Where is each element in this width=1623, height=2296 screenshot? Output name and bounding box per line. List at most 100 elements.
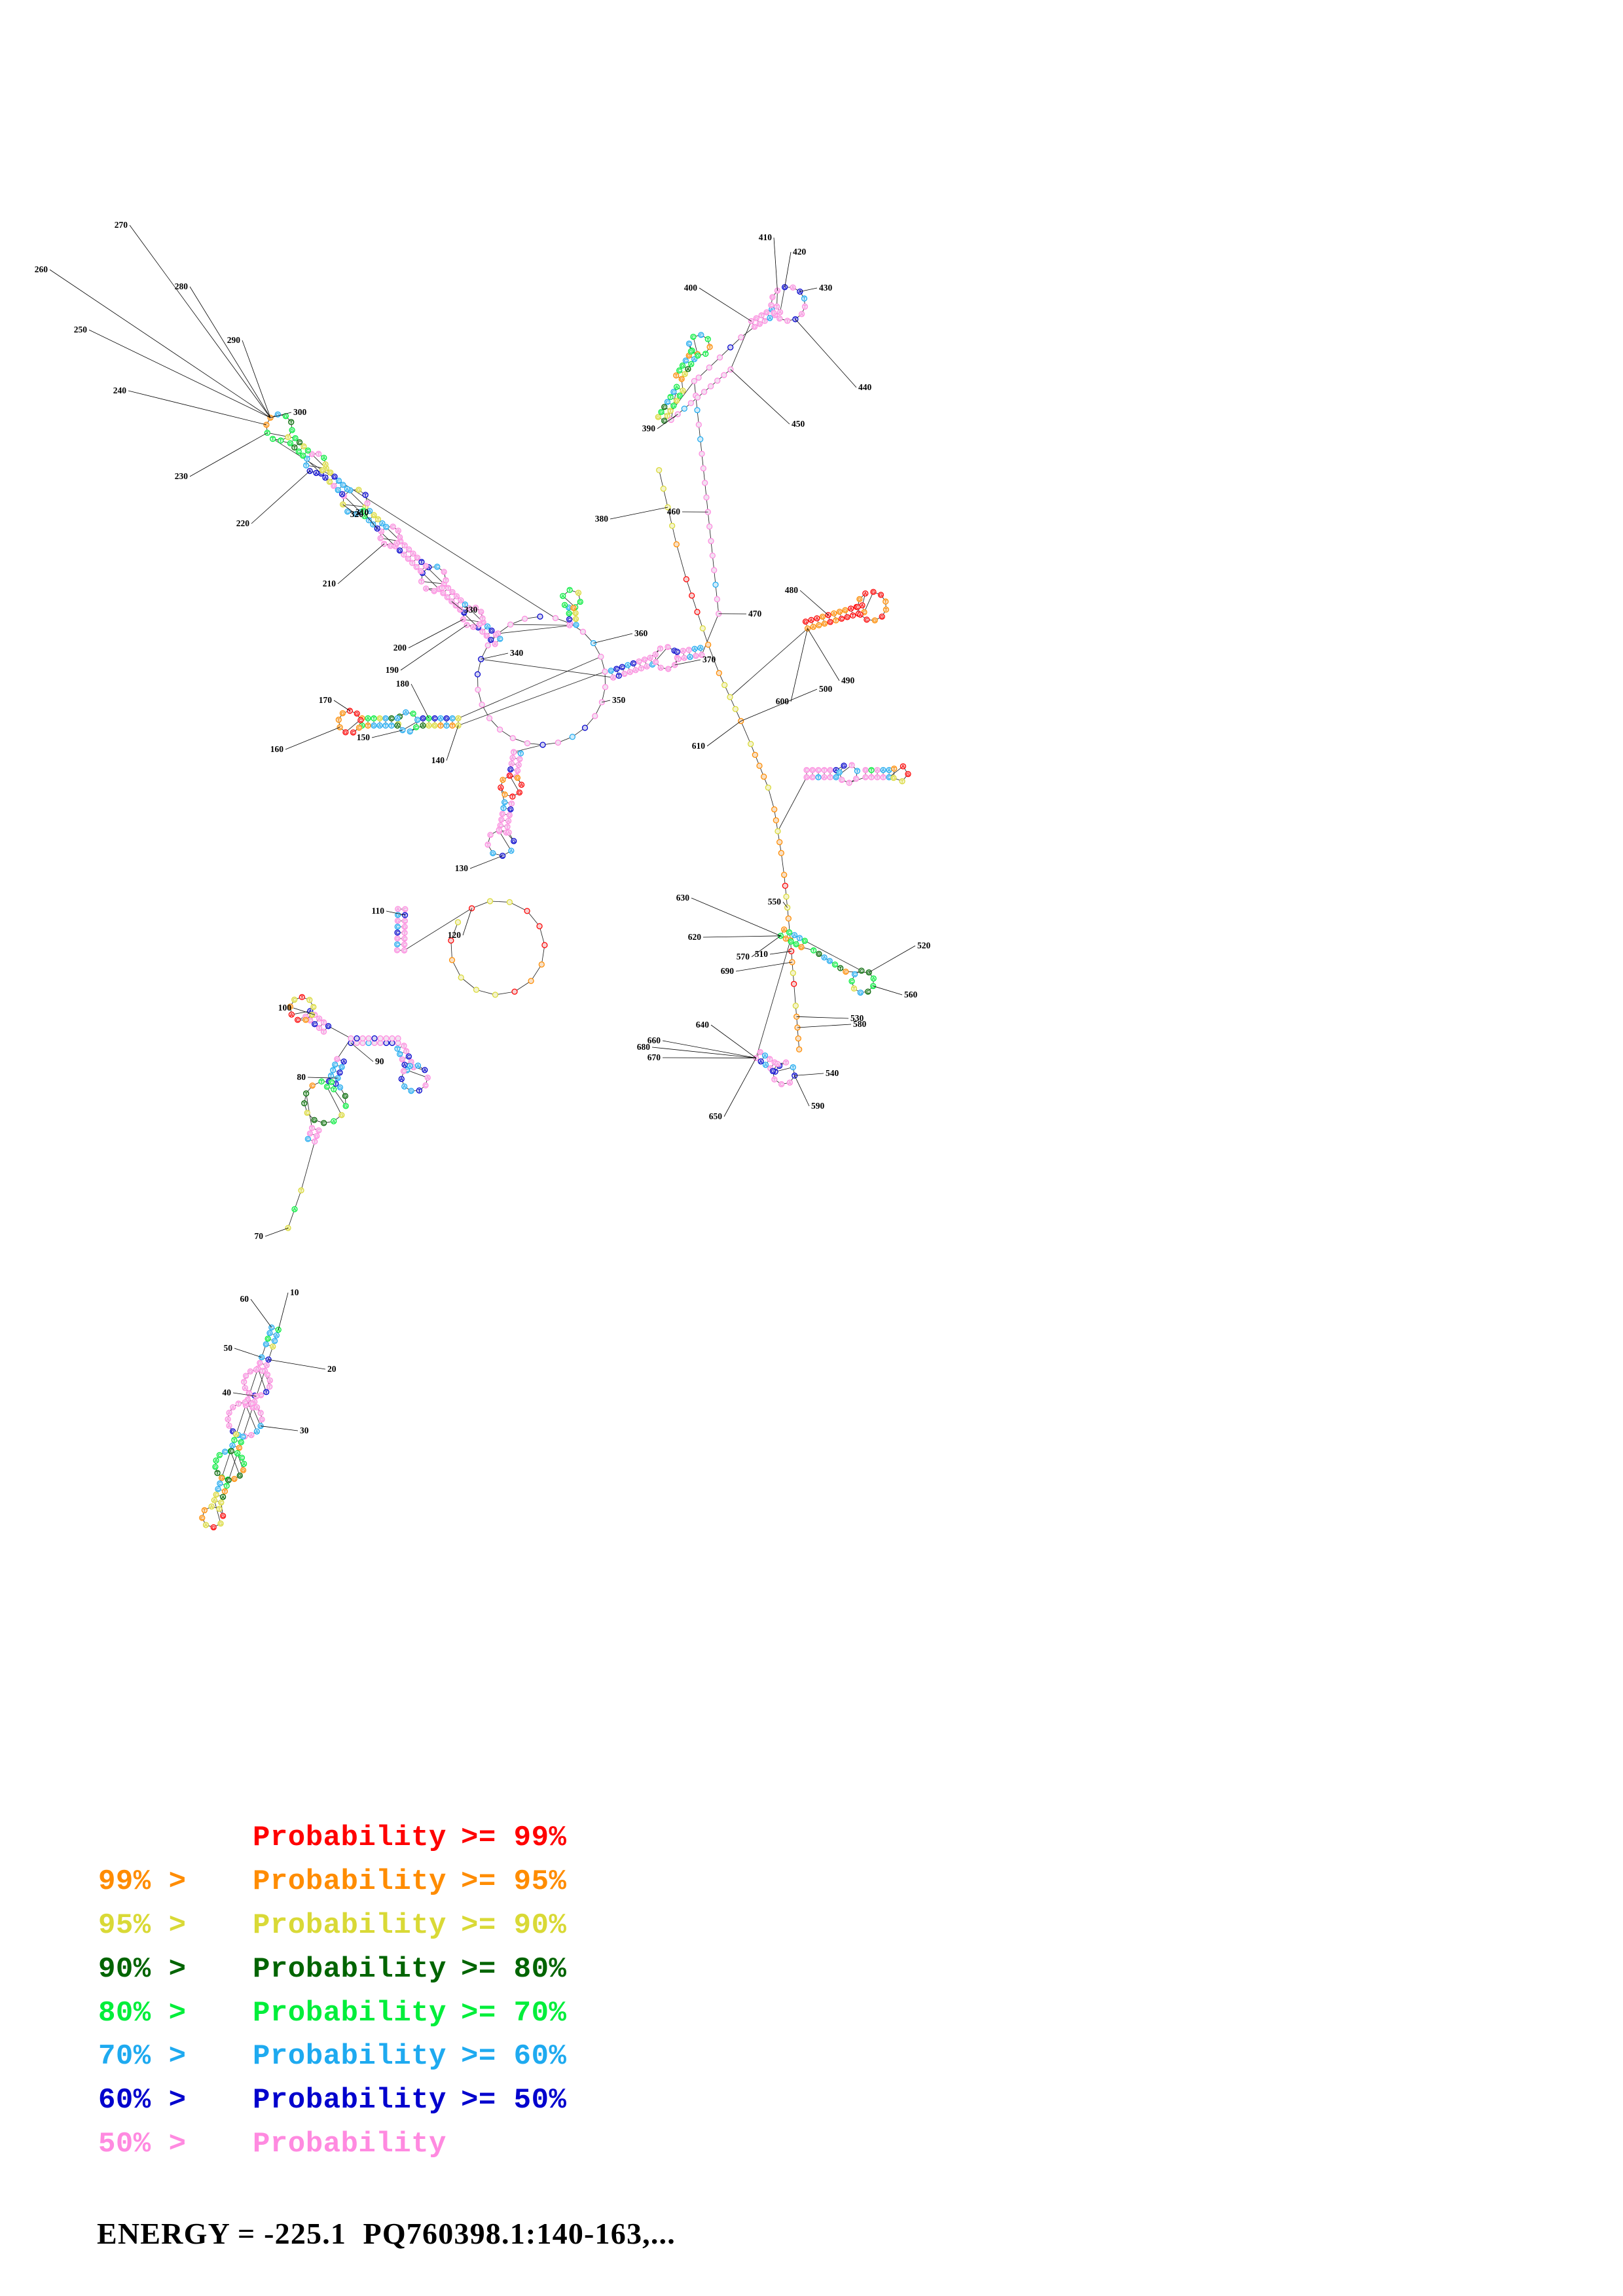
nucleotide-circle bbox=[664, 412, 671, 419]
nucleotide-letter: T bbox=[486, 842, 490, 848]
nucleotide-letter: T bbox=[760, 312, 763, 318]
legend-row-below50: 50% > Probability bbox=[98, 2123, 949, 2166]
nucleotide-circle bbox=[608, 668, 614, 674]
nucleotide-letter: G bbox=[427, 715, 431, 721]
nucleotide-circle bbox=[441, 569, 447, 575]
nucleotide-letter: A bbox=[231, 1405, 235, 1410]
nucleotide-circle bbox=[848, 605, 854, 612]
nucleotide-letter: T bbox=[451, 723, 454, 728]
nucleotide-letter: A bbox=[244, 1385, 247, 1391]
nucleotide-circle bbox=[753, 315, 759, 321]
position-label: 630 bbox=[676, 893, 690, 903]
nucleotide-circle bbox=[371, 1035, 378, 1042]
legend-right-bound: >= 99% bbox=[460, 1821, 567, 1854]
position-label: 600 bbox=[776, 696, 790, 706]
position-label: 250 bbox=[74, 325, 88, 334]
nucleotide-letter: G bbox=[213, 1464, 217, 1470]
nucleotide-letter: G bbox=[804, 619, 808, 624]
nucleotide-circle bbox=[291, 1206, 298, 1213]
nucleotide-letter: G bbox=[336, 487, 340, 493]
position-label: 450 bbox=[792, 419, 805, 429]
nucleotide-circle bbox=[357, 717, 364, 724]
nucleotide-letter: C bbox=[663, 404, 666, 410]
nucleotide-letter: G bbox=[357, 487, 361, 493]
position-leader-line bbox=[49, 269, 271, 418]
position-label: 50 bbox=[224, 1343, 233, 1353]
nucleotide-letter: T bbox=[803, 304, 807, 310]
nucleotide-circle bbox=[443, 715, 450, 722]
nucleotide-letter: A bbox=[826, 612, 830, 618]
nucleotide-letter: G bbox=[481, 620, 485, 626]
nucleotide-circle bbox=[694, 609, 701, 615]
nucleotide-letter: G bbox=[509, 766, 513, 772]
position-label: 690 bbox=[721, 966, 735, 976]
position-leader-line bbox=[88, 329, 271, 418]
nucleotide-letter: C bbox=[230, 1448, 234, 1454]
position-leader-line bbox=[307, 1077, 338, 1079]
nucleotide-letter: G bbox=[772, 310, 776, 316]
nucleotide-circle bbox=[216, 1505, 223, 1512]
nucleotide-circle bbox=[757, 1049, 763, 1056]
nucleotide-circle bbox=[289, 427, 295, 433]
nucleotide-circle bbox=[821, 766, 828, 774]
nucleotide-circle bbox=[625, 662, 631, 668]
nucleotide-letter: C bbox=[401, 727, 405, 733]
nucleotide-letter: T bbox=[447, 585, 450, 591]
nucleotide-letter: T bbox=[304, 463, 308, 469]
nucleotide-letter: C bbox=[255, 1393, 259, 1399]
nucleotide-circle bbox=[296, 439, 303, 446]
nucleotide-letter: A bbox=[689, 361, 693, 367]
nucleotide-letter: A bbox=[486, 624, 490, 630]
nucleotide-circle bbox=[781, 872, 788, 878]
nucleotide-circle bbox=[758, 312, 765, 319]
nucleotide-letter: C bbox=[241, 1434, 245, 1440]
nucleotide-letter: C bbox=[637, 658, 641, 664]
nucleotide-letter: T bbox=[264, 1390, 268, 1395]
nucleotide-circle bbox=[259, 1416, 265, 1423]
nucleotide-circle bbox=[854, 768, 860, 774]
nucleotide-circle bbox=[387, 543, 394, 549]
nucleotide-letter: G bbox=[251, 1405, 255, 1410]
nucleotide-letter: G bbox=[221, 1513, 225, 1519]
nucleotide-circle bbox=[214, 1469, 221, 1477]
nucleotide-letter: A bbox=[403, 1062, 407, 1068]
nucleotide-circle bbox=[507, 766, 514, 773]
nucleotide-circle bbox=[668, 416, 674, 423]
nucleotide-circle bbox=[767, 1056, 773, 1062]
nucleotide-circle bbox=[848, 978, 855, 984]
nucleotide-letter: T bbox=[775, 304, 778, 310]
nucleotide-circle bbox=[524, 740, 531, 747]
position-label: 460 bbox=[667, 507, 681, 516]
nucleotide-letter: G bbox=[799, 944, 803, 950]
nucleotide-circle bbox=[271, 1338, 278, 1344]
nucleotide-circle bbox=[225, 1416, 231, 1423]
nucleotide-circle bbox=[782, 1059, 790, 1066]
nucleotide-letter: G bbox=[659, 409, 663, 415]
nucleotide-letter: G bbox=[681, 363, 685, 368]
nucleotide-letter: C bbox=[384, 524, 388, 530]
nucleotide-letter: C bbox=[458, 607, 462, 613]
nucleotide-letter: A bbox=[507, 830, 511, 836]
nucleotide-letter: G bbox=[516, 768, 520, 774]
nucleotide-circle bbox=[756, 762, 763, 769]
nucleotide-circle bbox=[592, 713, 598, 719]
nucleotide-circle bbox=[700, 465, 706, 472]
nucleotide-letter: G bbox=[284, 413, 288, 419]
nucleotide-circle bbox=[708, 538, 714, 545]
nucleotide-letter: A bbox=[800, 312, 804, 317]
nucleotide-circle bbox=[359, 1035, 366, 1042]
nucleotide-circle bbox=[850, 985, 858, 992]
nucleotide-letter: A bbox=[368, 508, 372, 514]
nucleotide-letter: T bbox=[441, 585, 444, 591]
nucleotide-letter: A bbox=[227, 1423, 231, 1429]
nucleotide-letter: T bbox=[829, 774, 832, 780]
nucleotide-letter: A bbox=[849, 606, 853, 612]
nucleotide-circle bbox=[680, 387, 686, 394]
nucleotide-letter: C bbox=[687, 341, 691, 347]
nucleotide-circle bbox=[383, 1035, 390, 1042]
nucleotide-letter: A bbox=[395, 723, 399, 728]
nucleotide-letter: T bbox=[302, 1100, 306, 1106]
nucleotide-circle bbox=[454, 919, 462, 925]
legend-row-80: 90% > Probability >= 80% bbox=[98, 1948, 949, 1992]
